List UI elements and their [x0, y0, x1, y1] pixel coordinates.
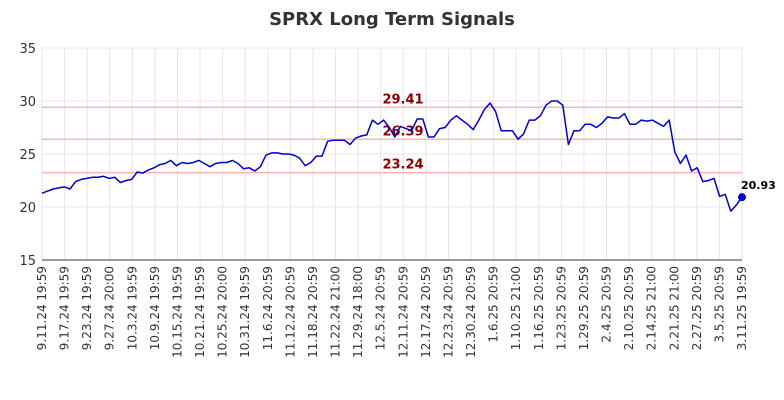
x-tick-label: 12.23.24 20:59: [441, 266, 455, 358]
grid: [41, 47, 743, 261]
x-tick-label: 12.5.24 20:59: [374, 266, 388, 350]
x-tick-label: 3.5.25 20:59: [712, 266, 726, 343]
x-tick-label: 2.10.25 20:59: [622, 266, 636, 350]
signal-level-label: 23.24: [382, 158, 423, 173]
last-value-label: 20.93: [741, 179, 776, 192]
x-tick-label: 10.15.24 19:59: [170, 266, 184, 358]
x-tick-label: 1.23.25 20:59: [554, 266, 568, 350]
x-tick-label: 2.27.25 20:59: [690, 266, 704, 350]
x-tick-label: 3.11.25 19:59: [735, 266, 749, 350]
x-tick-label: 10.31.24 19:59: [238, 266, 252, 358]
y-tick-label: 30: [19, 95, 36, 110]
last-point-marker: [738, 193, 746, 202]
x-tick-label: 2.14.25 21:00: [645, 266, 659, 350]
x-tick-label: 12.30.24 20:59: [464, 266, 478, 358]
y-tick-label: 15: [19, 254, 36, 269]
y-axis: 15 20 25 30 35: [19, 42, 36, 269]
x-tick-label: 10.25.24 20:00: [216, 266, 230, 358]
x-tick-label: 10.3.24 19:59: [125, 266, 139, 350]
x-tick-label: 12.17.24 20:59: [419, 266, 433, 358]
x-tick-label: 10.9.24 19:59: [148, 266, 162, 350]
x-tick-label: 11.22.24 21:00: [329, 266, 343, 358]
x-tick-label: 1.10.25 21:00: [509, 266, 523, 350]
x-tick-label: 11.18.24 20:59: [306, 266, 320, 358]
series-layer: 20.93: [41, 100, 776, 212]
x-tick-label: 2.21.25 21:00: [667, 266, 681, 350]
x-tick-label: 1.16.25 20:59: [532, 266, 546, 350]
x-tick-label: 10.21.24 19:59: [193, 266, 207, 358]
x-tick-label: 11.29.24 18:00: [351, 266, 365, 358]
y-tick-label: 35: [19, 42, 36, 57]
y-tick-label: 20: [19, 201, 36, 216]
x-tick-label: 9.23.24 19:59: [80, 266, 94, 350]
x-axis: 9.11.24 19:59 9.17.24 19:59 9.23.24 19:59 9…: [35, 266, 749, 358]
x-tick-label: 12.11.24 20:59: [396, 266, 410, 358]
x-tick-label: 2.4.25 20:59: [600, 266, 614, 343]
chart-title: SPRX Long Term Signals: [269, 9, 515, 30]
y-tick-label: 25: [19, 148, 36, 163]
x-tick-label: 1.6.25 20:59: [487, 266, 501, 343]
x-tick-label: 1.29.25 20:59: [577, 266, 591, 350]
x-tick-label: 9.11.24 19:59: [35, 266, 49, 350]
x-tick-label: 11.6.24 20:59: [261, 266, 275, 350]
signal-level-label: 29.41: [382, 92, 423, 107]
series-line: [41, 100, 743, 212]
x-tick-label: 9.17.24 19:59: [58, 266, 72, 350]
x-tick-label: 9.27.24 20:00: [103, 266, 117, 350]
x-tick-label: 11.12.24 20:59: [283, 266, 297, 358]
